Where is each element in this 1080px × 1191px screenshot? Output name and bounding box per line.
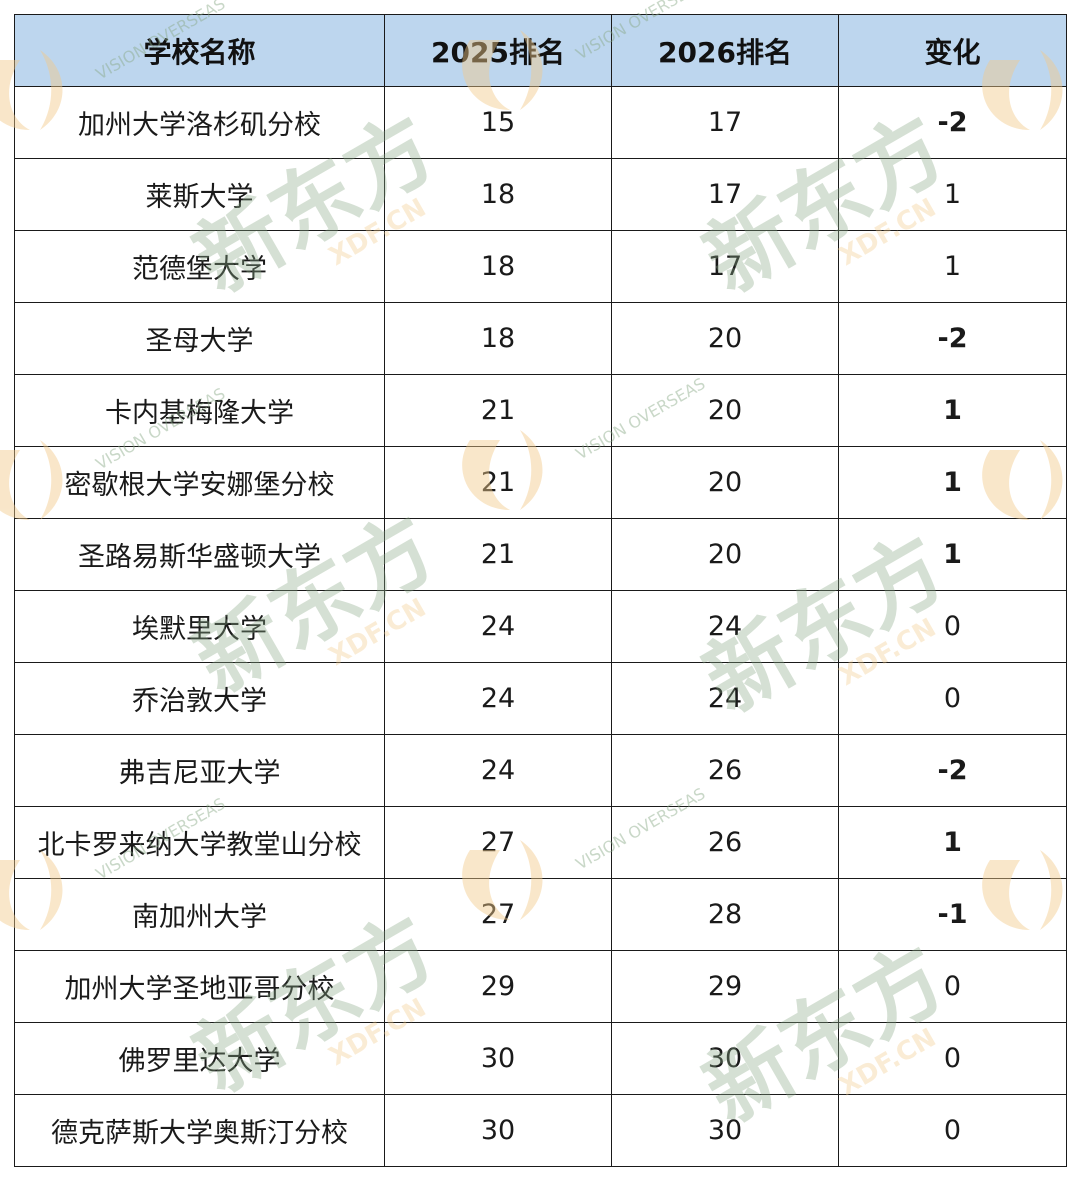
school-name-cell: 密歇根大学安娜堡分校 (14, 446, 385, 519)
rank-2026-cell: 20 (611, 518, 839, 591)
rank-2025-cell: 15 (384, 86, 612, 159)
table-row: 圣路易斯华盛顿大学 21 20 1 (14, 518, 1067, 591)
rank-change-cell: 1 (838, 230, 1067, 303)
ranking-table: 学校名称 2025排名 2026排名 变化 加州大学洛杉矶分校 15 17 -2 莱斯大… (14, 14, 1067, 1167)
rank-change-cell: -2 (838, 734, 1067, 807)
school-name-cell: 佛罗里达大学 (14, 1022, 385, 1095)
rank-2025-cell: 29 (384, 950, 612, 1023)
rank-2025-cell: 21 (384, 374, 612, 447)
school-name-cell: 埃默里大学 (14, 590, 385, 663)
school-name-cell: 乔治敦大学 (14, 662, 385, 735)
rank-2025-cell: 24 (384, 662, 612, 735)
rank-2025-cell: 27 (384, 878, 612, 951)
rank-2025-cell: 21 (384, 518, 612, 591)
rank-change-cell: 0 (838, 662, 1067, 735)
rank-change-cell: 1 (838, 518, 1067, 591)
table-row: 卡内基梅隆大学 21 20 1 (14, 374, 1067, 447)
rank-2026-cell: 20 (611, 302, 839, 375)
rank-2026-cell: 20 (611, 446, 839, 519)
table-row: 圣母大学 18 20 -2 (14, 302, 1067, 375)
school-name-cell: 弗吉尼亚大学 (14, 734, 385, 807)
table-body: 加州大学洛杉矶分校 15 17 -2 莱斯大学 18 17 1 范德堡大学 18 17 1 圣母大学 18… (14, 86, 1067, 1167)
table-header: 学校名称 2025排名 2026排名 变化 (14, 14, 1067, 87)
school-name-cell: 卡内基梅隆大学 (14, 374, 385, 447)
rank-2026-cell: 17 (611, 86, 839, 159)
rank-2026-cell: 28 (611, 878, 839, 951)
rank-2026-cell: 29 (611, 950, 839, 1023)
rank-2025-cell: 18 (384, 158, 612, 231)
rank-2025-cell: 18 (384, 302, 612, 375)
rank-2026-cell: 24 (611, 662, 839, 735)
header-row: 学校名称 2025排名 2026排名 变化 (14, 14, 1067, 87)
rank-change-cell: -2 (838, 86, 1067, 159)
table-row: 乔治敦大学 24 24 0 (14, 662, 1067, 735)
rank-2026-cell: 20 (611, 374, 839, 447)
school-name-cell: 加州大学洛杉矶分校 (14, 86, 385, 159)
table-row: 德克萨斯大学奥斯汀分校 30 30 0 (14, 1094, 1067, 1167)
table-row: 北卡罗来纳大学教堂山分校 27 26 1 (14, 806, 1067, 879)
rank-change-cell: 0 (838, 950, 1067, 1023)
rank-change-cell: 1 (838, 806, 1067, 879)
rank-2025-cell: 27 (384, 806, 612, 879)
rank-2025-cell: 24 (384, 590, 612, 663)
table-row: 范德堡大学 18 17 1 (14, 230, 1067, 303)
table-row: 莱斯大学 18 17 1 (14, 158, 1067, 231)
header-change: 变化 (838, 14, 1067, 87)
rank-change-cell: 0 (838, 1022, 1067, 1095)
rank-change-cell: 0 (838, 1094, 1067, 1167)
rank-change-cell: 0 (838, 590, 1067, 663)
rank-2026-cell: 17 (611, 230, 839, 303)
header-rank-2025: 2025排名 (384, 14, 612, 87)
school-name-cell: 北卡罗来纳大学教堂山分校 (14, 806, 385, 879)
rank-2025-cell: 18 (384, 230, 612, 303)
school-name-cell: 南加州大学 (14, 878, 385, 951)
rank-2026-cell: 24 (611, 590, 839, 663)
school-name-cell: 圣母大学 (14, 302, 385, 375)
rank-change-cell: 1 (838, 158, 1067, 231)
school-name-cell: 范德堡大学 (14, 230, 385, 303)
rank-2026-cell: 26 (611, 734, 839, 807)
table-row: 埃默里大学 24 24 0 (14, 590, 1067, 663)
table-row: 南加州大学 27 28 -1 (14, 878, 1067, 951)
rank-2025-cell: 24 (384, 734, 612, 807)
rank-change-cell: -1 (838, 878, 1067, 951)
table-row: 佛罗里达大学 30 30 0 (14, 1022, 1067, 1095)
table-row: 加州大学洛杉矶分校 15 17 -2 (14, 86, 1067, 159)
rank-2025-cell: 30 (384, 1022, 612, 1095)
rank-2025-cell: 30 (384, 1094, 612, 1167)
school-name-cell: 圣路易斯华盛顿大学 (14, 518, 385, 591)
school-name-cell: 德克萨斯大学奥斯汀分校 (14, 1094, 385, 1167)
school-name-cell: 莱斯大学 (14, 158, 385, 231)
rank-change-cell: 1 (838, 374, 1067, 447)
rank-2026-cell: 17 (611, 158, 839, 231)
header-school-name: 学校名称 (14, 14, 385, 87)
header-rank-2026: 2026排名 (611, 14, 839, 87)
rank-2026-cell: 30 (611, 1022, 839, 1095)
rank-change-cell: 1 (838, 446, 1067, 519)
rank-change-cell: -2 (838, 302, 1067, 375)
school-name-cell: 加州大学圣地亚哥分校 (14, 950, 385, 1023)
rank-2025-cell: 21 (384, 446, 612, 519)
rank-2026-cell: 30 (611, 1094, 839, 1167)
table-row: 密歇根大学安娜堡分校 21 20 1 (14, 446, 1067, 519)
table-row: 加州大学圣地亚哥分校 29 29 0 (14, 950, 1067, 1023)
rank-2026-cell: 26 (611, 806, 839, 879)
table-row: 弗吉尼亚大学 24 26 -2 (14, 734, 1067, 807)
